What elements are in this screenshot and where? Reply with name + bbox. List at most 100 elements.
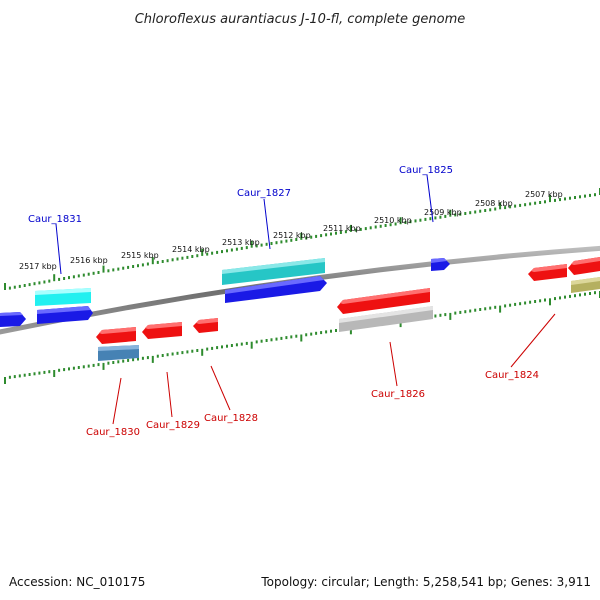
ruler-minor-tick xyxy=(394,222,397,226)
ruler-major-tick xyxy=(499,305,502,313)
ruler-major-tick xyxy=(4,377,6,384)
ruler-minor-tick xyxy=(439,313,442,317)
ruler-minor-tick xyxy=(82,365,85,369)
ruler-minor-tick xyxy=(92,363,95,367)
ruler-minor-tick xyxy=(359,227,362,231)
label-caur-1826[interactable]: Caur_1826 xyxy=(371,389,425,400)
gene-caur-1827-block[interactable] xyxy=(222,258,327,303)
ruler-minor-tick xyxy=(68,276,70,280)
ruler-minor-tick xyxy=(439,215,442,219)
ruler-minor-tick xyxy=(509,205,512,209)
ruler-minor-tick xyxy=(464,310,467,314)
ruler-minor-tick xyxy=(206,347,209,351)
ruler-minor-tick xyxy=(156,260,159,264)
ruler-minor-tick xyxy=(270,338,273,342)
gene-left-edge-block[interactable] xyxy=(0,312,26,327)
ruler-minor-tick xyxy=(117,267,120,271)
label-caur-1831[interactable]: Caur_1831 xyxy=(28,214,82,225)
ruler-major-tick xyxy=(250,341,253,349)
ruler-minor-tick xyxy=(504,206,507,210)
ruler-major-tick xyxy=(399,320,402,328)
ruler-minor-tick xyxy=(454,213,457,217)
gene-caur-1828-block[interactable] xyxy=(193,318,218,333)
gene-caur-1825-block[interactable] xyxy=(431,258,450,271)
gene-caur-1829-block[interactable] xyxy=(142,322,182,339)
ruler-minor-tick xyxy=(434,216,437,220)
ruler-major-tick xyxy=(549,298,551,306)
label-caur-1829[interactable]: Caur_1829 xyxy=(146,420,200,431)
ruler-minor-tick xyxy=(514,204,517,208)
ruler-minor-tick xyxy=(524,203,527,207)
leader-caur-1828 xyxy=(210,365,231,411)
gene-caur-1830-block[interactable] xyxy=(96,327,139,361)
ruler-label-2508: 2508 kbp xyxy=(475,199,513,208)
ruler-minor-tick xyxy=(181,256,184,260)
gene-right-edge-block[interactable] xyxy=(568,257,600,293)
ruler-minor-tick xyxy=(191,349,194,353)
ruler-minor-tick xyxy=(335,231,337,235)
ruler-minor-tick xyxy=(132,265,135,268)
ruler-minor-tick xyxy=(295,238,298,241)
ruler-minor-tick xyxy=(504,304,507,308)
ruler-minor-tick xyxy=(127,265,130,269)
ruler-minor-tick xyxy=(255,244,258,248)
ruler-minor-tick xyxy=(534,201,537,205)
ruler-minor-tick xyxy=(28,373,31,376)
ruler-minor-tick xyxy=(444,214,447,218)
ruler-minor-tick xyxy=(122,359,125,363)
ruler-minor-tick xyxy=(117,360,120,364)
ruler-minor-tick xyxy=(137,357,139,361)
gene-caur-1831-block[interactable] xyxy=(35,288,93,324)
ruler-minor-tick xyxy=(221,250,223,254)
ruler-minor-tick xyxy=(494,207,497,211)
ruler-minor-tick xyxy=(97,363,100,367)
ruler-minor-tick xyxy=(339,231,342,234)
ruler-minor-tick xyxy=(38,371,41,375)
ruler-minor-tick xyxy=(404,221,407,224)
ruler-minor-tick xyxy=(579,195,581,199)
map-title: Chloroflexus aurantiacus J-10-fl, comple… xyxy=(135,12,466,27)
ruler-label-2507: 2507 kbp xyxy=(525,190,563,199)
label-caur-1825[interactable]: Caur_1825 xyxy=(399,165,453,176)
ruler-major-tick xyxy=(102,265,105,273)
ruler-minor-tick xyxy=(33,282,36,286)
ruler-minor-tick xyxy=(285,336,288,340)
ruler-minor-tick xyxy=(63,277,66,280)
ruler-upper xyxy=(4,188,600,290)
gene-caur-1826-block[interactable] xyxy=(337,288,433,332)
ruler-major-tick xyxy=(250,240,253,248)
ruler-minor-tick xyxy=(132,358,135,362)
ruler-minor-tick xyxy=(265,339,268,342)
ruler-minor-tick xyxy=(112,361,115,364)
ruler-minor-tick xyxy=(589,193,591,197)
ruler-label-2509: 2509 kbp xyxy=(424,208,462,217)
ruler-minor-tick xyxy=(63,368,66,372)
ruler-major-tick xyxy=(53,274,56,282)
ruler-minor-tick xyxy=(8,286,11,290)
ruler-minor-tick xyxy=(384,224,387,227)
label-caur-1827[interactable]: Caur_1827 xyxy=(237,188,291,199)
label-caur-1830[interactable]: Caur_1830 xyxy=(86,427,140,438)
ruler-major-tick xyxy=(102,362,105,370)
ruler-minor-tick xyxy=(23,373,26,377)
gene-caur-1824-block[interactable] xyxy=(528,264,567,281)
forward-genes xyxy=(0,258,450,327)
ruler-minor-tick xyxy=(221,345,223,349)
ruler-minor-tick xyxy=(469,211,472,215)
ruler-major-tick xyxy=(549,195,551,203)
leader-caur-1824 xyxy=(510,313,556,368)
ruler-minor-tick xyxy=(226,249,228,253)
ruler-minor-tick xyxy=(161,260,164,263)
label-caur-1828[interactable]: Caur_1828 xyxy=(204,413,258,424)
ruler-minor-tick xyxy=(474,210,477,214)
label-caur-1824[interactable]: Caur_1824 xyxy=(485,370,539,381)
ruler-minor-tick xyxy=(23,284,26,287)
ruler-minor-tick xyxy=(176,351,179,355)
ruler-minor-tick xyxy=(305,333,308,337)
ruler-minor-tick xyxy=(33,372,36,376)
ruler-minor-tick xyxy=(48,279,51,283)
ruler-minor-tick xyxy=(469,309,472,313)
ruler-minor-tick xyxy=(245,341,248,345)
ruler-minor-tick xyxy=(519,302,522,306)
